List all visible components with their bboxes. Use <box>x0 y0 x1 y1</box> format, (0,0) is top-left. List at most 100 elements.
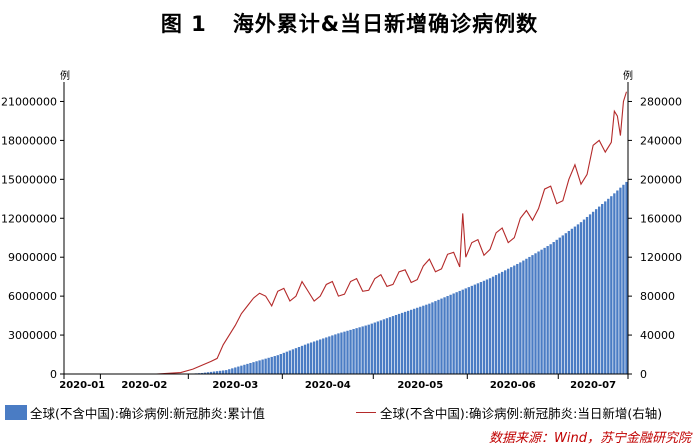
cumulative-bar <box>231 368 234 374</box>
cumulative-bar <box>319 339 322 374</box>
cumulative-bar <box>291 349 295 374</box>
cumulative-bar <box>425 304 428 374</box>
cumulative-bar <box>316 340 319 374</box>
y-left-tick-label: 12000000 <box>1 212 57 225</box>
legend-line-swatch <box>356 412 376 413</box>
cumulative-bar <box>482 280 486 374</box>
cumulative-bar <box>406 310 410 374</box>
cumulative-bar <box>431 302 434 374</box>
y-right-tick-label: 240000 <box>640 134 682 147</box>
cumulative-bar <box>519 262 522 374</box>
cumulative-bar <box>212 371 216 374</box>
cumulative-bar <box>610 196 613 374</box>
y-left-tick-label: 18000000 <box>1 134 57 147</box>
cumulative-bar <box>449 294 452 374</box>
cumulative-bar <box>458 290 461 374</box>
cumulative-bar <box>410 309 413 374</box>
cumulative-bar <box>349 329 352 374</box>
cumulative-bar <box>616 190 619 374</box>
cumulative-bar <box>355 328 358 374</box>
cumulative-bar <box>582 219 586 374</box>
cumulative-bar <box>440 298 443 374</box>
cumulative-bar <box>200 372 204 374</box>
cumulative-bar <box>467 287 470 374</box>
cumulative-bar <box>340 332 343 374</box>
cumulative-bar <box>607 198 610 374</box>
y-right-tick-label: 280000 <box>640 95 682 108</box>
cumulative-bar <box>622 184 625 374</box>
cumulative-bar <box>485 279 489 374</box>
y-left-tick-label: 3000000 <box>8 329 57 342</box>
cumulative-bar <box>303 344 307 374</box>
cumulative-bar <box>343 331 346 374</box>
cumulative-bar <box>249 363 252 374</box>
figure-title: 图 1 海外累计&当日新增确诊病例数 <box>0 8 699 38</box>
cumulative-bar <box>591 211 595 374</box>
cumulative-bar <box>455 292 458 374</box>
cumulative-bar <box>364 325 367 374</box>
cumulative-bar <box>385 318 389 374</box>
cumulative-bar <box>276 355 279 374</box>
cumulative-bar <box>507 268 510 374</box>
cumulative-bar <box>297 347 301 374</box>
cumulative-bar <box>346 330 349 374</box>
cumulative-bar <box>428 303 431 374</box>
cumulative-bar <box>504 270 507 374</box>
y-left-tick-label: 9000000 <box>8 251 57 264</box>
cumulative-bar <box>491 276 495 374</box>
y-left-tick-label: 21000000 <box>1 95 57 108</box>
cumulative-bar <box>300 345 304 374</box>
cumulative-bar <box>361 326 364 374</box>
cumulative-bar <box>543 247 546 374</box>
cumulative-bar <box>598 206 601 374</box>
cumulative-bar <box>497 273 501 374</box>
cumulative-bar <box>394 314 398 374</box>
cumulative-bar <box>309 342 313 374</box>
cumulative-bar <box>452 293 455 374</box>
cumulative-bar <box>625 181 628 374</box>
daily-new-line <box>65 91 628 375</box>
cumulative-bar <box>400 312 404 374</box>
cumulative-bar <box>255 361 258 374</box>
x-tick-label: 2020-01 <box>59 380 105 391</box>
cumulative-bar <box>264 358 267 374</box>
cumulative-bar <box>525 258 528 374</box>
cumulative-bar <box>240 365 243 374</box>
cumulative-bar <box>325 337 328 374</box>
cumulative-bar <box>285 351 289 374</box>
cumulative-bar <box>294 348 298 374</box>
cumulative-bar <box>488 278 492 374</box>
figure-title-text: 海外累计&当日新增确诊病例数 <box>232 12 539 36</box>
cumulative-bar <box>206 372 210 374</box>
x-tick-label: 2020-02 <box>121 380 167 391</box>
cumulative-bar <box>358 327 361 374</box>
cumulative-bar <box>279 354 282 374</box>
cumulative-bar <box>500 271 504 374</box>
cumulative-bar <box>552 242 555 374</box>
cumulative-bar <box>209 371 213 374</box>
cumulative-bar <box>267 357 270 374</box>
cumulative-bar <box>331 335 334 374</box>
figure-number: 图 1 <box>160 12 207 36</box>
cumulative-bar <box>573 226 577 374</box>
cumulative-bar <box>243 364 246 374</box>
legend: 全球(不含中国):确诊病例:新冠肺炎:累计值 全球(不含中国):确诊病例:新冠肺… <box>0 401 699 421</box>
cumulative-bar <box>546 246 549 374</box>
cumulative-bar <box>555 239 558 374</box>
cumulative-bar <box>594 209 598 374</box>
cumulative-bar <box>237 366 240 374</box>
x-tick-label: 2020-06 <box>490 380 536 391</box>
cumulative-bar <box>322 338 325 374</box>
cumulative-bar <box>328 336 331 374</box>
y-right-tick-label: 200000 <box>640 173 682 186</box>
cumulative-bar <box>516 263 519 374</box>
cumulative-bar <box>246 363 249 374</box>
x-tick-label: 2020-07 <box>570 380 616 391</box>
cumulative-bar <box>510 267 513 374</box>
cumulative-bar <box>613 193 616 374</box>
cumulative-bar <box>549 244 552 374</box>
cumulative-bar <box>373 322 376 374</box>
x-tick-label: 2020-03 <box>212 380 258 391</box>
cumulative-bar <box>288 350 292 374</box>
cumulative-bar <box>561 235 564 374</box>
